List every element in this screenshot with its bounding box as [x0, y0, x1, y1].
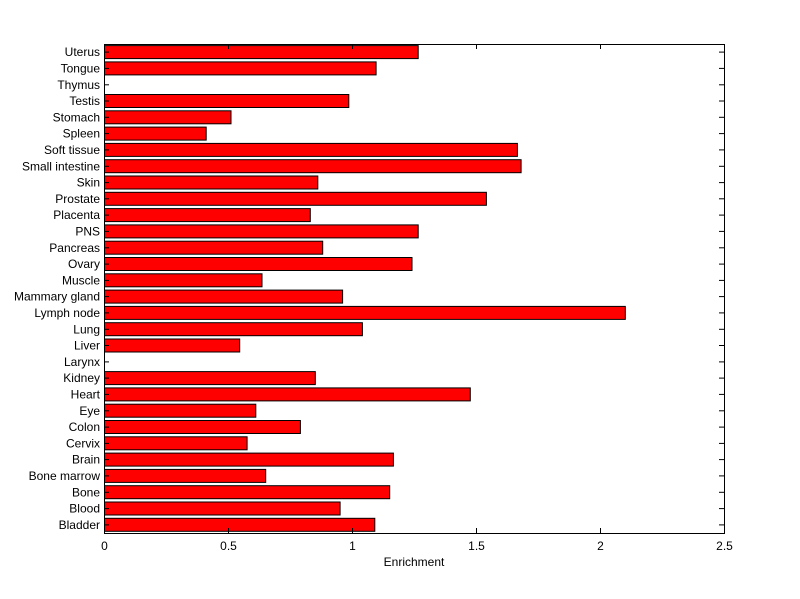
- bar-uterus: [104, 45, 419, 60]
- y-tick-label: Small intestine: [22, 159, 100, 173]
- bar-eye: [104, 403, 257, 418]
- y-tick-label: Cervix: [66, 436, 100, 450]
- bar-lymph-node: [104, 305, 626, 320]
- bar-lung: [104, 322, 363, 337]
- bar-bone: [104, 485, 391, 500]
- bar-liver: [104, 338, 241, 353]
- y-tick-label: Mammary gland: [14, 290, 100, 304]
- y-tick-label: Liver: [74, 339, 100, 353]
- y-tick-label: Stomach: [53, 110, 100, 124]
- bar-colon: [104, 420, 301, 434]
- y-tick-label: PNS: [75, 224, 100, 238]
- y-tick-labels: Bladder Blood Bone Bone marrow Brain Cervix Co…: [14, 45, 724, 532]
- y-tick-label: Thymus: [57, 78, 100, 92]
- bar-brain: [104, 452, 394, 467]
- y-tick-label: Tongue: [61, 61, 101, 75]
- x-tick-label: 0: [101, 539, 108, 553]
- bar-ovary: [104, 257, 413, 271]
- bar-muscle: [104, 273, 263, 288]
- y-tick-label: Kidney: [63, 371, 100, 385]
- x-axis-label: Enrichment: [384, 555, 445, 569]
- y-tick-label: Lung: [73, 322, 100, 336]
- y-tick-label: Bone marrow: [29, 469, 101, 483]
- bar-skin: [104, 175, 319, 190]
- y-tick-label: Skin: [77, 176, 100, 190]
- y-tick-label: Bone: [72, 485, 100, 499]
- y-tick-label: Uterus: [65, 45, 100, 59]
- bar-stomach: [104, 110, 232, 125]
- bar-tongue: [104, 61, 377, 76]
- bar-prostate: [104, 191, 487, 206]
- y-tick-label: Colon: [69, 420, 100, 434]
- x-tick-label: 2: [597, 539, 604, 553]
- y-tick-label: Lymph node: [34, 306, 100, 320]
- bars-group: [104, 45, 626, 532]
- bar-small-intestine: [104, 159, 522, 174]
- y-tick-label: Bladder: [59, 518, 100, 532]
- bar-testis: [104, 94, 350, 108]
- bar-pns: [104, 224, 419, 239]
- bar-spleen: [104, 126, 207, 141]
- x-tick-label: 0.5: [220, 539, 237, 553]
- y-tick-label: Muscle: [62, 273, 100, 287]
- y-tick-label: Larynx: [64, 355, 100, 369]
- y-tick-label: Spleen: [63, 127, 100, 141]
- bar-pancreas: [104, 240, 324, 255]
- y-tick-label: Testis: [69, 94, 100, 108]
- y-tick-label: Pancreas: [49, 241, 100, 255]
- y-tick-label: Brain: [72, 453, 100, 467]
- x-tick-label: 2.5: [716, 539, 733, 553]
- x-tick-label: 1: [349, 539, 356, 553]
- y-tick-label: Soft tissue: [44, 143, 100, 157]
- y-tick-label: Ovary: [68, 257, 100, 271]
- bar-blood: [104, 501, 341, 516]
- bar-placenta: [104, 208, 311, 223]
- y-tick-label: Eye: [79, 404, 100, 418]
- y-tick-label: Placenta: [53, 208, 100, 222]
- plot-frame: [104, 44, 725, 534]
- y-tick-label: Prostate: [55, 192, 100, 206]
- bar-bone-marrow: [104, 468, 267, 483]
- bar-kidney: [104, 371, 316, 386]
- bar-bladder: [104, 517, 376, 532]
- y-tick-label: Heart: [71, 387, 101, 401]
- bar-cervix: [104, 436, 248, 451]
- bar-heart: [104, 387, 471, 402]
- bar-soft-tissue: [104, 142, 518, 157]
- x-tick-label: 1.5: [468, 539, 485, 553]
- y-tick-label: Blood: [69, 502, 100, 516]
- bar-mammary-gland: [104, 289, 344, 304]
